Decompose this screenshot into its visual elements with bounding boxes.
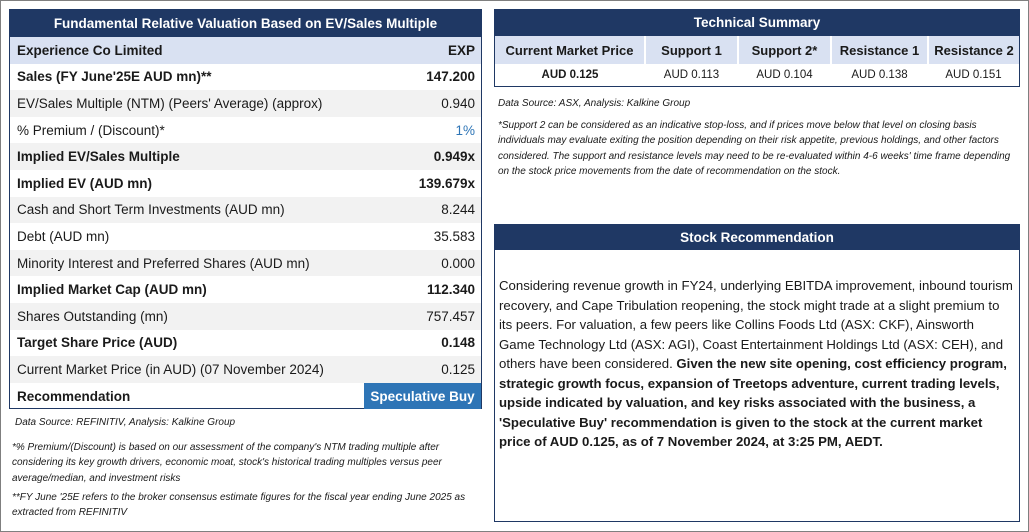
value-support-1: AUD 0.113 xyxy=(663,69,720,81)
value-support-2: AUD 0.104 xyxy=(756,69,813,81)
valuation-row-sales: Sales (FY June'25E AUD mn)** 147.200 xyxy=(10,64,481,91)
valuation-row-shares: Shares Outstanding (mn) 757.457 xyxy=(10,302,481,330)
row-label: Implied Market Cap (AUD mn) xyxy=(17,282,207,298)
row-label: Minority Interest and Preferred Shares (… xyxy=(17,255,310,271)
valuation-title: Fundamental Relative Valuation Based on … xyxy=(10,10,481,37)
recommendation-badge: Speculative Buy xyxy=(364,382,481,410)
company-row: Experience Co Limited EXP xyxy=(10,37,481,64)
header-resistance-1: Resistance 1 xyxy=(831,36,929,64)
row-label: Debt (AUD mn) xyxy=(17,228,110,244)
valuation-row-cash: Cash and Short Term Investments (AUD mn)… xyxy=(10,196,481,224)
row-value: 139.679x xyxy=(418,175,475,191)
ticker: EXP xyxy=(447,42,475,58)
valuation-footnote-fy: **FY June '25E refers to the broker cons… xyxy=(12,492,466,519)
row-value: 147.200 xyxy=(426,69,475,85)
header-support-2: Support 2* xyxy=(738,36,832,64)
row-label: Target Share Price (AUD) xyxy=(17,335,178,351)
company-name: Experience Co Limited xyxy=(17,42,163,58)
row-value: 35.583 xyxy=(433,228,475,244)
row-label: % Premium / (Discount)* xyxy=(17,122,165,138)
valuation-row-market-cap: Implied Market Cap (AUD mn) 112.340 xyxy=(10,276,481,303)
row-value: 0.949x xyxy=(433,149,475,165)
valuation-row-premium: % Premium / (Discount)* 1% xyxy=(10,117,481,144)
header-resistance-2: Resistance 2 xyxy=(928,36,1019,64)
recommendation-label: Recommendation xyxy=(17,388,131,404)
value-resistance-1: AUD 0.138 xyxy=(851,69,908,81)
valuation-row-target-price: Target Share Price (AUD) 0.148 xyxy=(10,330,481,357)
header-current-price: Current Market Price xyxy=(495,36,646,64)
technical-note: *Support 2 can be considered as an indic… xyxy=(498,120,1011,178)
header-support-1: Support 1 xyxy=(645,36,739,64)
row-value: 0.000 xyxy=(441,255,475,271)
row-value: 0.148 xyxy=(441,335,475,351)
row-label: Implied EV/Sales Multiple xyxy=(17,149,180,165)
valuation-row-implied-ev: Implied EV (AUD mn) 139.679x xyxy=(10,170,481,197)
value-resistance-2: AUD 0.151 xyxy=(945,69,1002,81)
valuation-row-minority: Minority Interest and Preferred Shares (… xyxy=(10,249,481,277)
valuation-row-implied-multiple: Implied EV/Sales Multiple 0.949x xyxy=(10,143,481,170)
row-value: 8.244 xyxy=(441,202,475,218)
technical-source: Data Source: ASX, Analysis: Kalkine Grou… xyxy=(498,98,691,109)
row-label: Implied EV (AUD mn) xyxy=(17,175,153,191)
technical-header-row: Current Market Price Support 1 Support 2… xyxy=(495,36,1019,64)
valuation-row-peer-multiple: EV/Sales Multiple (NTM) (Peers' Average)… xyxy=(10,90,481,117)
valuation-row-current-price: Current Market Price (in AUD) (07 Novemb… xyxy=(10,356,481,383)
value-current-price: AUD 0.125 xyxy=(541,69,599,81)
technical-table: Current Market Price Support 1 Support 2… xyxy=(495,36,1019,86)
valuation-row-recommendation: Recommendation Speculative Buy xyxy=(10,382,481,410)
technical-summary-panel: Technical Summary Current Market Price S… xyxy=(494,9,1020,87)
row-value: 757.457 xyxy=(426,308,475,324)
valuation-source: Data Source: REFINITIV, Analysis: Kalkin… xyxy=(15,417,236,428)
row-value: 112.340 xyxy=(426,282,475,298)
valuation-panel: Fundamental Relative Valuation Based on … xyxy=(9,9,482,410)
row-value: 0.940 xyxy=(441,95,475,111)
row-value: 1% xyxy=(455,122,475,138)
stock-recommendation-panel: Stock Recommendation Considering revenue… xyxy=(494,224,1020,522)
recommendation-body: Considering revenue growth in FY24, unde… xyxy=(495,250,1019,452)
row-label: Cash and Short Term Investments (AUD mn) xyxy=(17,202,285,218)
recommendation-text-plain: Considering revenue growth in FY24, unde… xyxy=(499,278,1013,371)
row-label: Sales (FY June'25E AUD mn)** xyxy=(17,69,212,85)
technical-value-row: AUD 0.125 AUD 0.113 AUD 0.104 AUD 0.138 … xyxy=(495,64,1019,86)
row-label: EV/Sales Multiple (NTM) (Peers' Average)… xyxy=(17,95,323,111)
valuation-row-debt: Debt (AUD mn) 35.583 xyxy=(10,223,481,250)
row-label: Current Market Price (in AUD) (07 Novemb… xyxy=(17,361,324,377)
recommendation-text-bold: Given the new site opening, cost efficie… xyxy=(499,356,1007,449)
row-value: 0.125 xyxy=(441,361,475,377)
technical-title: Technical Summary xyxy=(495,10,1019,36)
row-label: Shares Outstanding (mn) xyxy=(17,308,168,324)
valuation-footnote-premium: *% Premium/(Discount) is based on our as… xyxy=(12,442,442,484)
recommendation-title: Stock Recommendation xyxy=(495,225,1019,250)
